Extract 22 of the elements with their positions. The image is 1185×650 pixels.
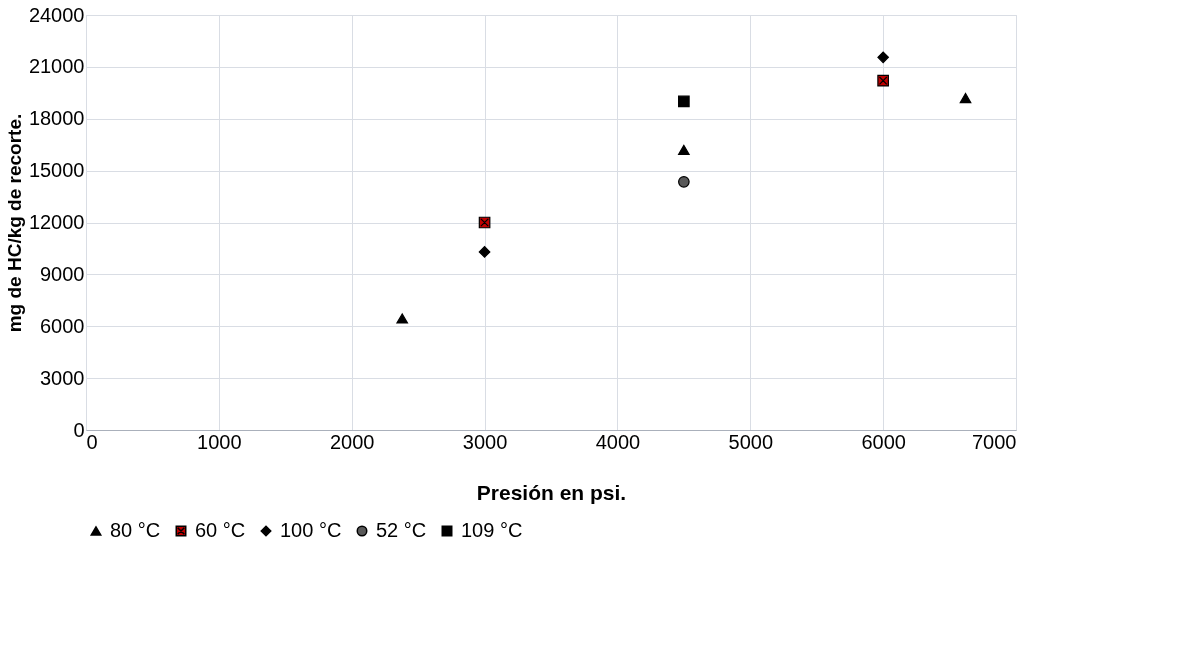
y-tick-label: 12000 [28, 211, 85, 233]
y-tick-label: 21000 [28, 55, 85, 78]
x-tick-label: 4000 [595, 430, 641, 453]
legend-label: 109 °C [461, 519, 523, 541]
x-tick-label: 1000 [197, 430, 242, 453]
x-tick-label: 5000 [728, 430, 774, 453]
legend-label: 80 °C [110, 519, 161, 541]
y-tick-label: 9000 [40, 262, 85, 285]
y-tick-label: 24000 [28, 3, 85, 26]
x-tick-label: 3000 [462, 430, 508, 453]
x-tick-label: 2000 [329, 430, 375, 453]
y-tick-label: 3000 [40, 366, 85, 389]
legend-label: 60 °C [195, 519, 246, 541]
y-tick-label: 6000 [40, 314, 85, 337]
legend-label: 52 °C [376, 519, 427, 541]
x-tick-label: 6000 [861, 430, 906, 453]
x-axis-title: Presión en psi. [476, 480, 627, 504]
legend-label: 100 °C [280, 519, 342, 541]
y-tick-label: 15000 [28, 159, 85, 182]
y-axis-title: mg de HC/kg de recorte. [3, 113, 25, 333]
x-tick-label: 7000 [972, 430, 1017, 453]
y-tick-label: 18000 [28, 107, 85, 130]
